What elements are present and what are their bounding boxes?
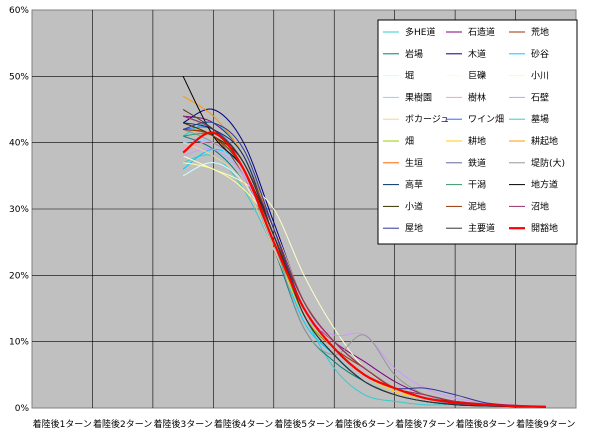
legend-label: 荒地	[531, 26, 549, 38]
legend-label: 小道	[405, 200, 423, 212]
y-tick-label: 10%	[9, 338, 29, 348]
legend-label: 鉄道	[468, 157, 486, 169]
legend-label: 小川	[531, 71, 549, 82]
legend-label: ワイン畑	[468, 113, 504, 125]
legend-label: 泥地	[468, 200, 486, 212]
legend-label: ボカージュ	[405, 114, 449, 125]
x-tick-label: 着陸後3ターン	[153, 418, 212, 430]
x-tick-label: 着陸後2ターン	[93, 418, 152, 430]
legend-label: 開豁地	[531, 222, 558, 234]
legend-label: 生垣	[405, 157, 423, 169]
legend-label: 屋地	[405, 222, 423, 234]
y-tick-label: 20%	[9, 271, 29, 281]
x-tick-label: 着陸後1ターン	[33, 418, 92, 430]
legend-label: 多HE道	[405, 26, 435, 38]
legend-label: 木道	[468, 48, 486, 60]
x-tick-label: 着陸後7ターン	[395, 418, 454, 430]
x-tick-label: 着陸後5ターン	[274, 418, 333, 430]
legend-label: 耕起地	[531, 135, 558, 147]
y-tick-label: 60%	[9, 6, 29, 16]
legend-label: 墓場	[531, 113, 549, 125]
x-tick-label: 着陸後6ターン	[335, 418, 394, 430]
legend-label: 堀	[405, 71, 414, 82]
legend-label: 干潟	[468, 179, 486, 191]
y-tick-label: 40%	[9, 139, 29, 149]
series-line	[182, 109, 546, 408]
legend-label: 石造道	[468, 26, 495, 38]
x-tick-label: 着陸後4ターン	[214, 418, 273, 430]
legend-label: 主要道	[468, 222, 495, 234]
y-axis-tick-labels: 0% 10% 20% 30% 40% 50% 60%	[9, 6, 29, 414]
legend-label: 岩場	[405, 48, 423, 60]
y-tick-label: 0%	[15, 404, 30, 414]
legend-label: 地方道	[531, 179, 558, 191]
y-tick-label: 50%	[9, 72, 29, 82]
legend-label: 畑	[405, 135, 414, 147]
x-tick-label: 着陸後9ターン	[516, 418, 575, 430]
legend-label: 沼地	[531, 200, 549, 212]
x-tick-label: 着陸後8ターン	[456, 418, 515, 430]
legend-label: 樹林	[468, 91, 486, 103]
legend-label: 耕地	[468, 135, 486, 147]
legend-label: 砂谷	[531, 48, 549, 60]
y-tick-label: 30%	[9, 205, 29, 215]
series-lines	[182, 76, 546, 408]
x-axis-tick-labels: 着陸後1ターン 着陸後2ターン 着陸後3ターン 着陸後4ターン 着陸後5ターン 着陸後6タ…	[33, 418, 576, 430]
legend-label: 堤防(大)	[531, 157, 565, 169]
legend-label: 石壁	[531, 91, 549, 103]
legend-label: 高草	[405, 179, 423, 191]
legend-label: 巨礫	[468, 70, 486, 82]
legend-label: 果樹園	[405, 91, 432, 103]
series-line	[182, 131, 546, 408]
legend-box	[377, 19, 578, 245]
